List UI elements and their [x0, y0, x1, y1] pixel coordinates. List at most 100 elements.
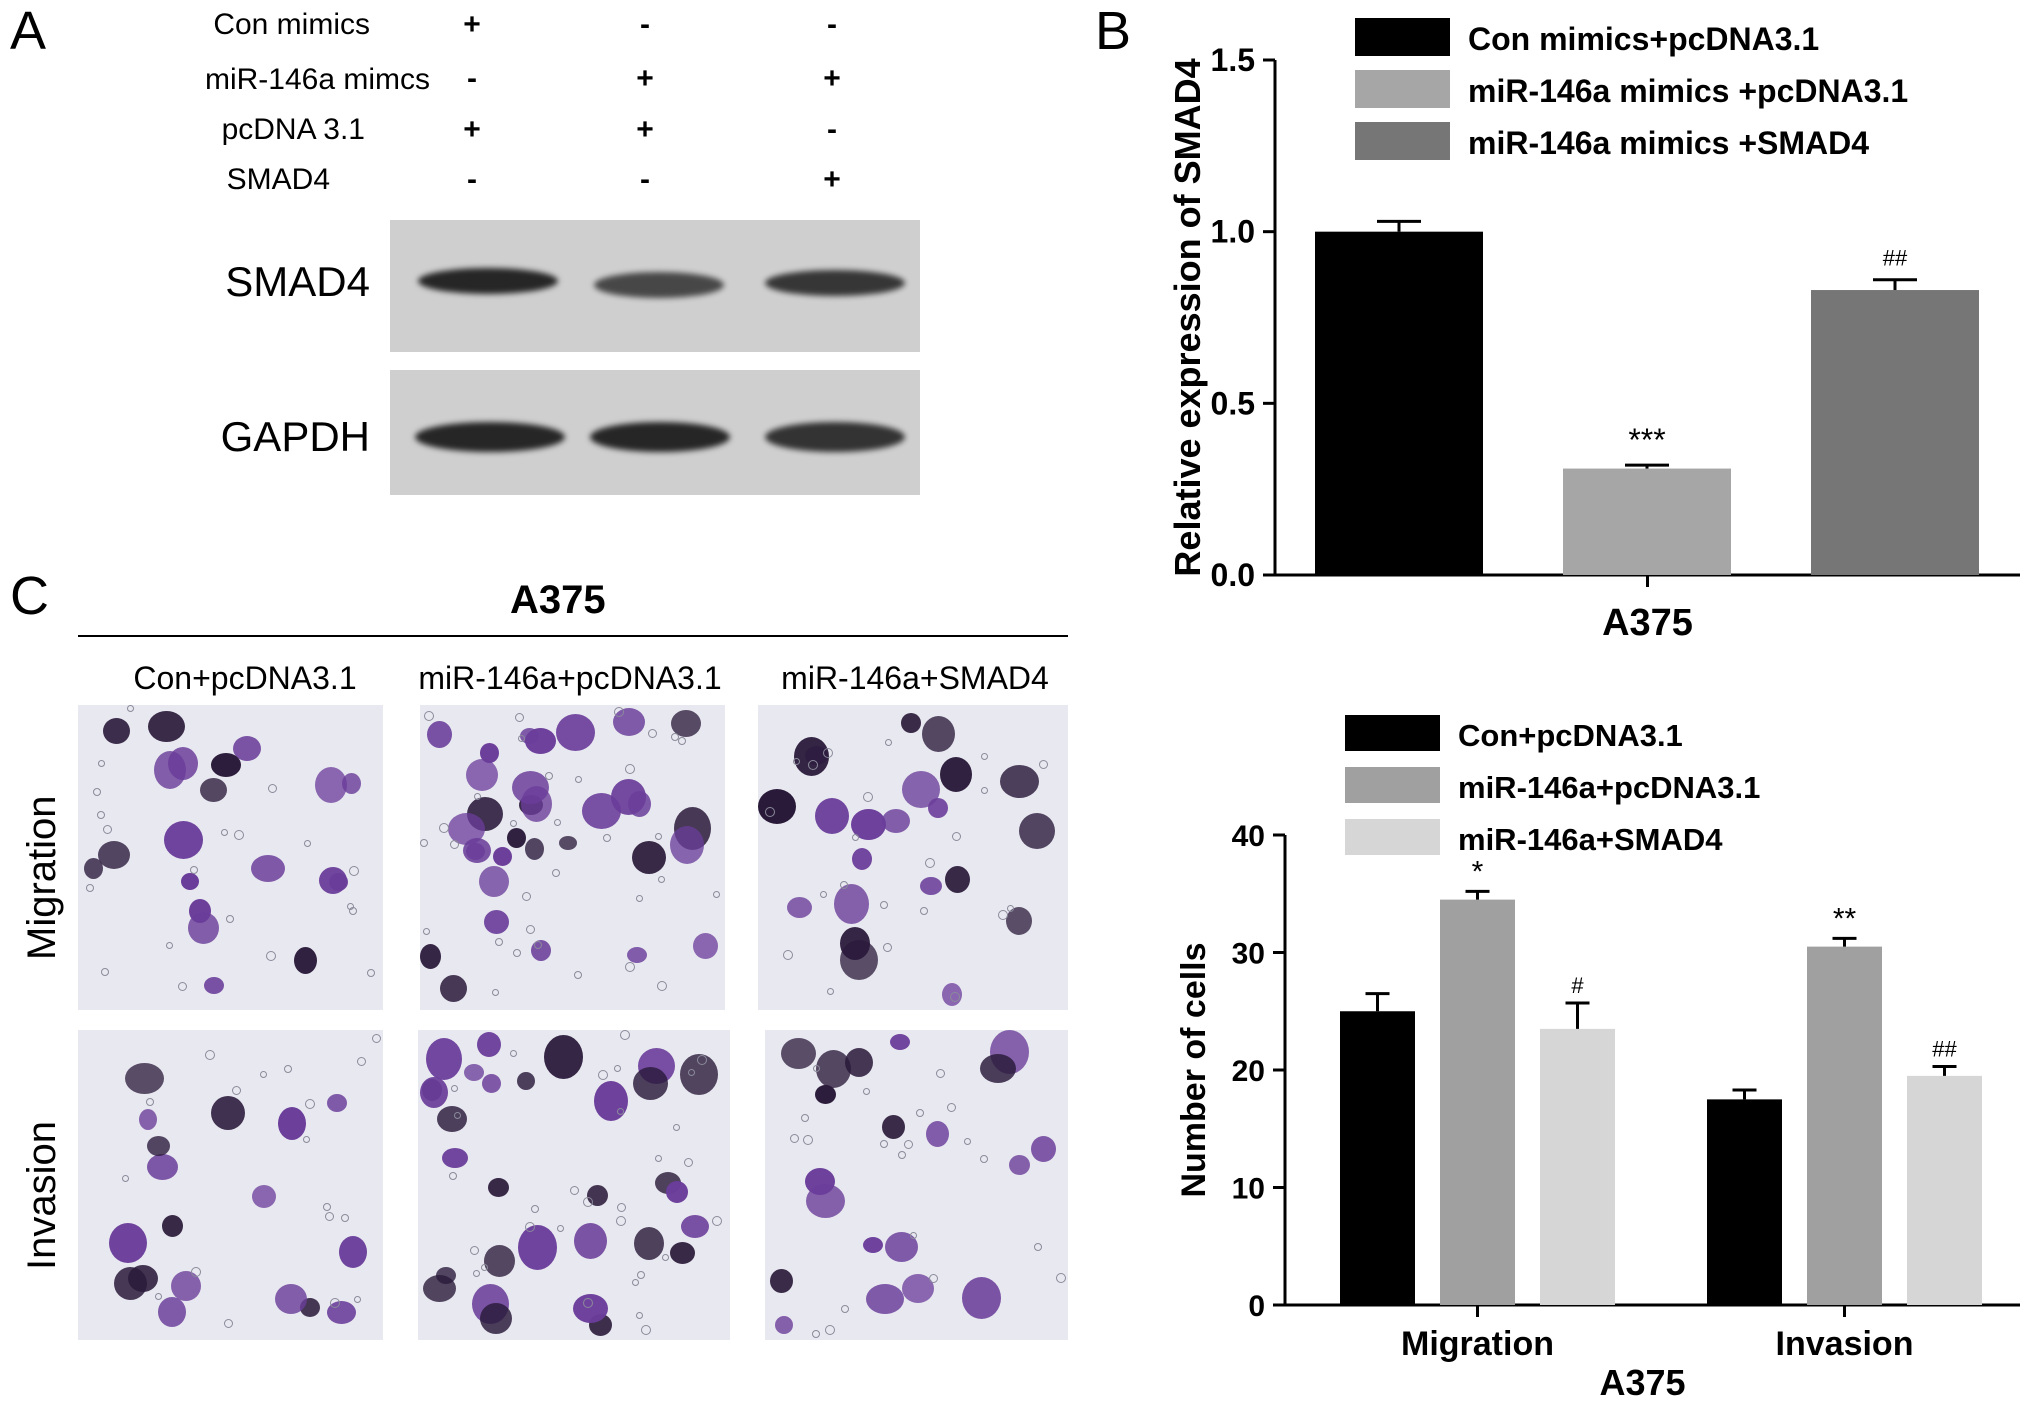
- stained-cell: [482, 1074, 501, 1093]
- stained-cell: [420, 944, 441, 969]
- y-axis-label: Relative expression of SMAD4: [1167, 58, 1208, 576]
- legend-swatch: [1345, 715, 1440, 751]
- blot-band: [418, 268, 558, 294]
- membrane-pore: [620, 1030, 630, 1040]
- membrane-pore: [793, 758, 800, 765]
- y-tick-label: 1.0: [1211, 214, 1255, 250]
- membrane-pore: [304, 840, 311, 847]
- membrane-pore: [349, 866, 359, 876]
- stained-cell: [594, 1081, 628, 1121]
- condition-sign: +: [463, 8, 481, 41]
- chart-c-plot: 0 10 20 30 40 Number of cells Migration * # Invas…: [1175, 715, 2020, 1403]
- stained-cell: [464, 1064, 484, 1081]
- legend-label: Con mimics+pcDNA3.1: [1468, 21, 1819, 57]
- significance-label: ##: [1883, 246, 1908, 271]
- stained-cell: [1031, 1136, 1056, 1162]
- stained-cell: [815, 798, 849, 834]
- membrane-pore: [950, 992, 960, 1002]
- stained-cell: [945, 866, 970, 893]
- membrane-pore: [423, 928, 430, 935]
- membrane-pore: [688, 1069, 695, 1076]
- membrane-pore: [325, 1212, 334, 1221]
- row-label-migration: Migration: [20, 795, 64, 960]
- stained-cell: [627, 947, 647, 963]
- membrane-pore: [614, 707, 624, 717]
- stained-cell: [251, 855, 285, 882]
- membrane-pore: [655, 1155, 662, 1162]
- membrane-pore: [284, 1065, 292, 1073]
- stained-cell: [147, 1136, 170, 1156]
- membrane-pore: [898, 1151, 906, 1159]
- stained-cell: [890, 1034, 910, 1050]
- stained-cell: [463, 838, 491, 863]
- membrane-pore: [825, 1325, 835, 1335]
- bar: [1440, 899, 1515, 1305]
- membrane-pore: [449, 1172, 457, 1180]
- membrane-pore: [765, 807, 775, 817]
- condition-sign: -: [827, 8, 837, 41]
- stained-cell: [436, 1267, 456, 1284]
- membrane-pore: [863, 792, 873, 802]
- membrane-pore: [614, 1065, 621, 1072]
- membrane-pore: [191, 1267, 201, 1277]
- membrane-pore: [697, 1055, 707, 1065]
- membrane-pore: [205, 1050, 215, 1060]
- stained-cell: [681, 1215, 709, 1238]
- stained-cell: [863, 1237, 883, 1253]
- membrane-pore: [625, 962, 635, 972]
- condition-label: miR-146a mimcs: [204, 63, 430, 96]
- stained-cell: [582, 793, 621, 829]
- legend-swatch: [1355, 70, 1450, 108]
- stained-cell: [128, 1265, 158, 1292]
- chart-b: 0.0 0.5 1.0 1.5 A375 Relative expression of S…: [1167, 18, 2020, 644]
- membrane-pore: [981, 753, 988, 760]
- stained-cell: [901, 713, 921, 733]
- membrane-pore: [372, 1034, 381, 1043]
- stained-cell: [926, 1121, 949, 1147]
- bar: [1707, 1099, 1782, 1305]
- membrane-pore: [101, 968, 109, 976]
- stained-cell: [147, 1154, 178, 1180]
- micrograph-migration-control: [78, 705, 383, 1010]
- stained-cell: [518, 1225, 557, 1270]
- stained-cell: [670, 826, 704, 864]
- membrane-pore: [450, 840, 459, 849]
- legend-swatch: [1355, 18, 1450, 56]
- condition-label: Con mimics: [213, 8, 370, 41]
- condition-sign: +: [823, 163, 841, 196]
- bar: [1315, 231, 1483, 575]
- stained-cell: [181, 873, 199, 890]
- stained-cell: [139, 1109, 157, 1130]
- stained-cell: [882, 1115, 905, 1139]
- membrane-pore: [684, 1158, 693, 1167]
- stained-cell: [479, 866, 509, 897]
- membrane-pore: [127, 705, 134, 712]
- condition-label: SMAD4: [226, 163, 330, 196]
- stained-cell: [189, 899, 211, 923]
- stained-cell: [670, 1242, 695, 1264]
- membrane-pore: [812, 1330, 820, 1338]
- stained-cell: [517, 1072, 535, 1090]
- membrane-pore: [637, 1271, 645, 1279]
- membrane-pore: [801, 1114, 809, 1122]
- condition-label: pcDNA 3.1: [221, 113, 365, 146]
- membrane-pore: [510, 1050, 517, 1057]
- stained-cell: [204, 977, 224, 994]
- membrane-pore: [226, 915, 234, 923]
- stained-cell: [339, 1236, 367, 1268]
- membrane-pore: [266, 951, 276, 961]
- stained-cell: [922, 716, 955, 752]
- legend-label: miR-146a+pcDNA3.1: [1458, 770, 1760, 805]
- membrane-pore: [473, 1270, 480, 1277]
- stained-cell: [164, 821, 203, 859]
- stained-cell: [815, 1085, 836, 1104]
- stained-cell: [158, 1297, 186, 1327]
- stained-cell: [427, 721, 452, 748]
- blot-label-smad4: SMAD4: [225, 258, 370, 305]
- y-tick-label: 1.5: [1211, 42, 1255, 78]
- membrane-pore: [330, 1298, 340, 1308]
- stained-cell: [666, 1181, 688, 1203]
- membrane-pore: [904, 1140, 913, 1149]
- stained-cell: [426, 1038, 462, 1080]
- significance-label: *: [1472, 855, 1484, 888]
